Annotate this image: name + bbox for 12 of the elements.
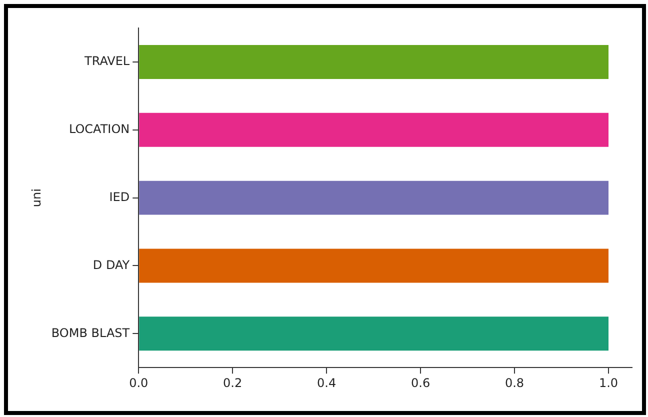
x-tick-label: 0.2 xyxy=(223,376,242,390)
x-tick-label: 0.8 xyxy=(504,376,524,390)
x-tick-label: 0.6 xyxy=(411,376,430,390)
y-tick-label: LOCATION xyxy=(68,122,130,136)
y-tick-label: IED xyxy=(109,190,130,204)
x-tick-label: 0.0 xyxy=(129,376,148,390)
y-axis-title: uni xyxy=(29,188,44,208)
x-tick-label: 0.4 xyxy=(317,376,336,390)
y-tick-label: D DAY xyxy=(92,258,130,272)
x-tick-label: 1.0 xyxy=(598,376,618,390)
y-tick-label: TRAVEL xyxy=(84,54,130,68)
y-tick-label: BOMB BLAST xyxy=(51,326,130,340)
